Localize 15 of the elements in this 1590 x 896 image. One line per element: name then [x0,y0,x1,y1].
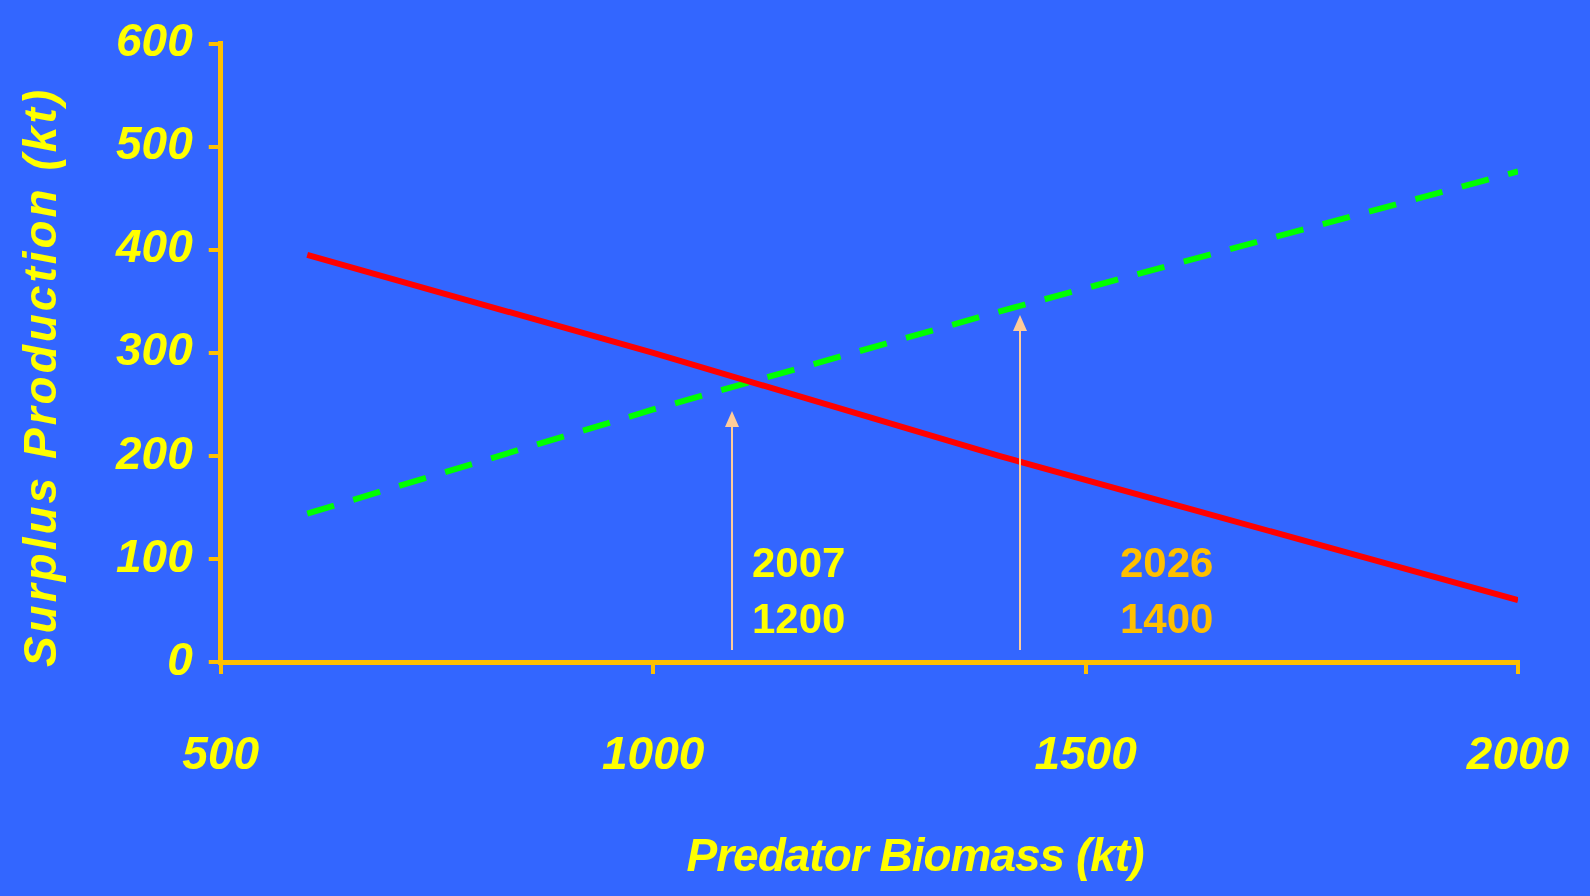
x-tick-label: 1000 [601,726,705,779]
x-tick-label: 500 [182,726,260,779]
y-tick-label: 500 [116,117,194,170]
annotation: 2026 1400 [1120,538,1214,644]
x-tick-label: 1500 [1034,726,1138,779]
y-tick-label: 600 [116,14,194,67]
y-tick-label: 200 [115,426,194,479]
y-tick-label: 100 [116,529,194,582]
annotation: 2007 1200 [752,538,846,644]
y-tick-label: 0 [167,632,194,685]
x-axis-title: Predator Biomass (kt) [685,828,1145,882]
y-tick-label: 400 [115,220,194,273]
y-tick-label: 300 [116,323,194,376]
y-axis-title: Surplus Production (kt) [13,85,67,670]
x-tick-label: 2000 [1465,726,1570,779]
